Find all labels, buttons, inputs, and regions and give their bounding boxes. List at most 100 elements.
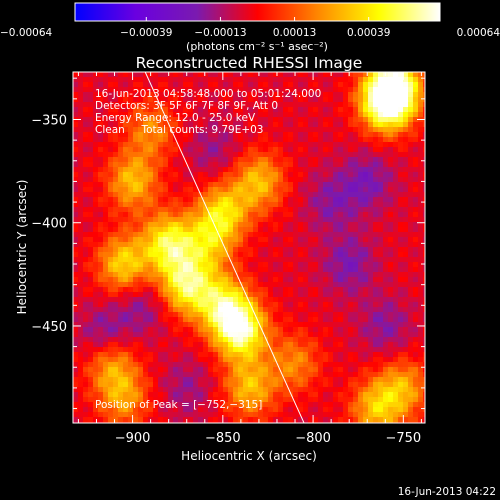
heatmap-cell (308, 227, 314, 233)
heatmap-cell (288, 272, 294, 278)
heatmap-cell (223, 387, 229, 393)
heatmap-cell (138, 307, 144, 313)
heatmap-cell (118, 302, 124, 308)
heatmap-cell (168, 192, 174, 198)
heatmap-cell (303, 412, 309, 418)
heatmap-cell (408, 127, 414, 133)
heatmap-cell (223, 332, 229, 338)
heatmap-cell (283, 92, 289, 98)
heatmap-cell (158, 377, 164, 383)
heatmap-cell (118, 127, 124, 133)
heatmap-cell (198, 242, 204, 248)
heatmap-cell (248, 117, 254, 123)
heatmap-cell (408, 222, 414, 228)
heatmap-cell (168, 167, 174, 173)
heatmap-cell (238, 377, 244, 383)
heatmap-cell (158, 177, 164, 183)
heatmap-cell (293, 262, 299, 268)
heatmap-cell (213, 377, 219, 383)
heatmap-cell (253, 167, 259, 173)
heatmap-cell (373, 412, 379, 418)
heatmap-cell (103, 247, 109, 253)
heatmap-cell (113, 137, 119, 143)
heatmap-cell (233, 177, 239, 183)
heatmap-cell (103, 112, 109, 118)
heatmap-cell (138, 212, 144, 218)
heatmap-cell (353, 292, 359, 298)
heatmap-cell (288, 247, 294, 253)
heatmap-cell (323, 222, 329, 228)
heatmap-cell (203, 337, 209, 343)
heatmap-cell (423, 327, 425, 333)
heatmap-cell (168, 197, 174, 203)
heatmap-cell (328, 92, 334, 98)
heatmap-cell (98, 132, 104, 138)
heatmap-cell (113, 282, 119, 288)
heatmap-cell (313, 297, 319, 303)
heatmap-cell (398, 272, 404, 278)
heatmap-cell (243, 192, 249, 198)
heatmap-cell (353, 377, 359, 383)
heatmap-cell (138, 362, 144, 368)
heatmap-cell (258, 127, 264, 133)
heatmap-cell (398, 202, 404, 208)
heatmap-cell (323, 372, 329, 378)
heatmap-cell (78, 257, 84, 263)
heatmap-cell (268, 337, 274, 343)
heatmap-cell (198, 147, 204, 153)
heatmap-cell (298, 157, 304, 163)
heatmap-cell (233, 402, 239, 408)
heatmap-cell (108, 242, 114, 248)
heatmap-cell (418, 397, 424, 403)
heatmap-cell (143, 137, 149, 143)
heatmap-cell (378, 367, 384, 373)
heatmap-cell (128, 127, 134, 133)
heatmap-cell (388, 397, 394, 403)
heatmap-cell (193, 152, 199, 158)
heatmap-cell (373, 122, 379, 128)
heatmap-cell (358, 202, 364, 208)
heatmap-cell (418, 332, 424, 338)
heatmap-cell (208, 332, 214, 338)
heatmap-cell (173, 242, 179, 248)
heatmap-cell (318, 222, 324, 228)
heatmap-cell (268, 312, 274, 318)
heatmap-cell (218, 312, 224, 318)
heatmap-cell (308, 157, 314, 163)
heatmap-cell (98, 247, 104, 253)
heatmap-cell (178, 212, 184, 218)
heatmap-cell (373, 392, 379, 398)
heatmap-cell (83, 372, 89, 378)
heatmap-cell (338, 402, 344, 408)
heatmap-cell (243, 72, 249, 78)
heatmap-cell (268, 222, 274, 228)
heatmap-cell (268, 417, 274, 423)
heatmap-cell (348, 87, 354, 93)
heatmap-cell (93, 212, 99, 218)
heatmap-cell (403, 122, 409, 128)
heatmap-cell (333, 262, 339, 268)
heatmap-cell (228, 142, 234, 148)
heatmap-cell (413, 112, 419, 118)
heatmap-cell (103, 92, 109, 98)
heatmap-cell (418, 137, 424, 143)
heatmap-cell (388, 352, 394, 358)
heatmap-cell (218, 362, 224, 368)
heatmap-cell (333, 292, 339, 298)
heatmap-cell (353, 322, 359, 328)
heatmap-cell (108, 172, 114, 178)
heatmap-cell (138, 227, 144, 233)
heatmap-cell (308, 342, 314, 348)
heatmap-cell (218, 127, 224, 133)
heatmap-cell (163, 357, 169, 363)
heatmap-cell (318, 87, 324, 93)
heatmap-cell (348, 287, 354, 293)
heatmap-cell (143, 182, 149, 188)
heatmap-cell (243, 212, 249, 218)
heatmap-cell (248, 372, 254, 378)
heatmap-cell (243, 272, 249, 278)
heatmap-cell (403, 262, 409, 268)
heatmap-cell (413, 402, 419, 408)
heatmap-cell (283, 372, 289, 378)
heatmap-cell (173, 127, 179, 133)
